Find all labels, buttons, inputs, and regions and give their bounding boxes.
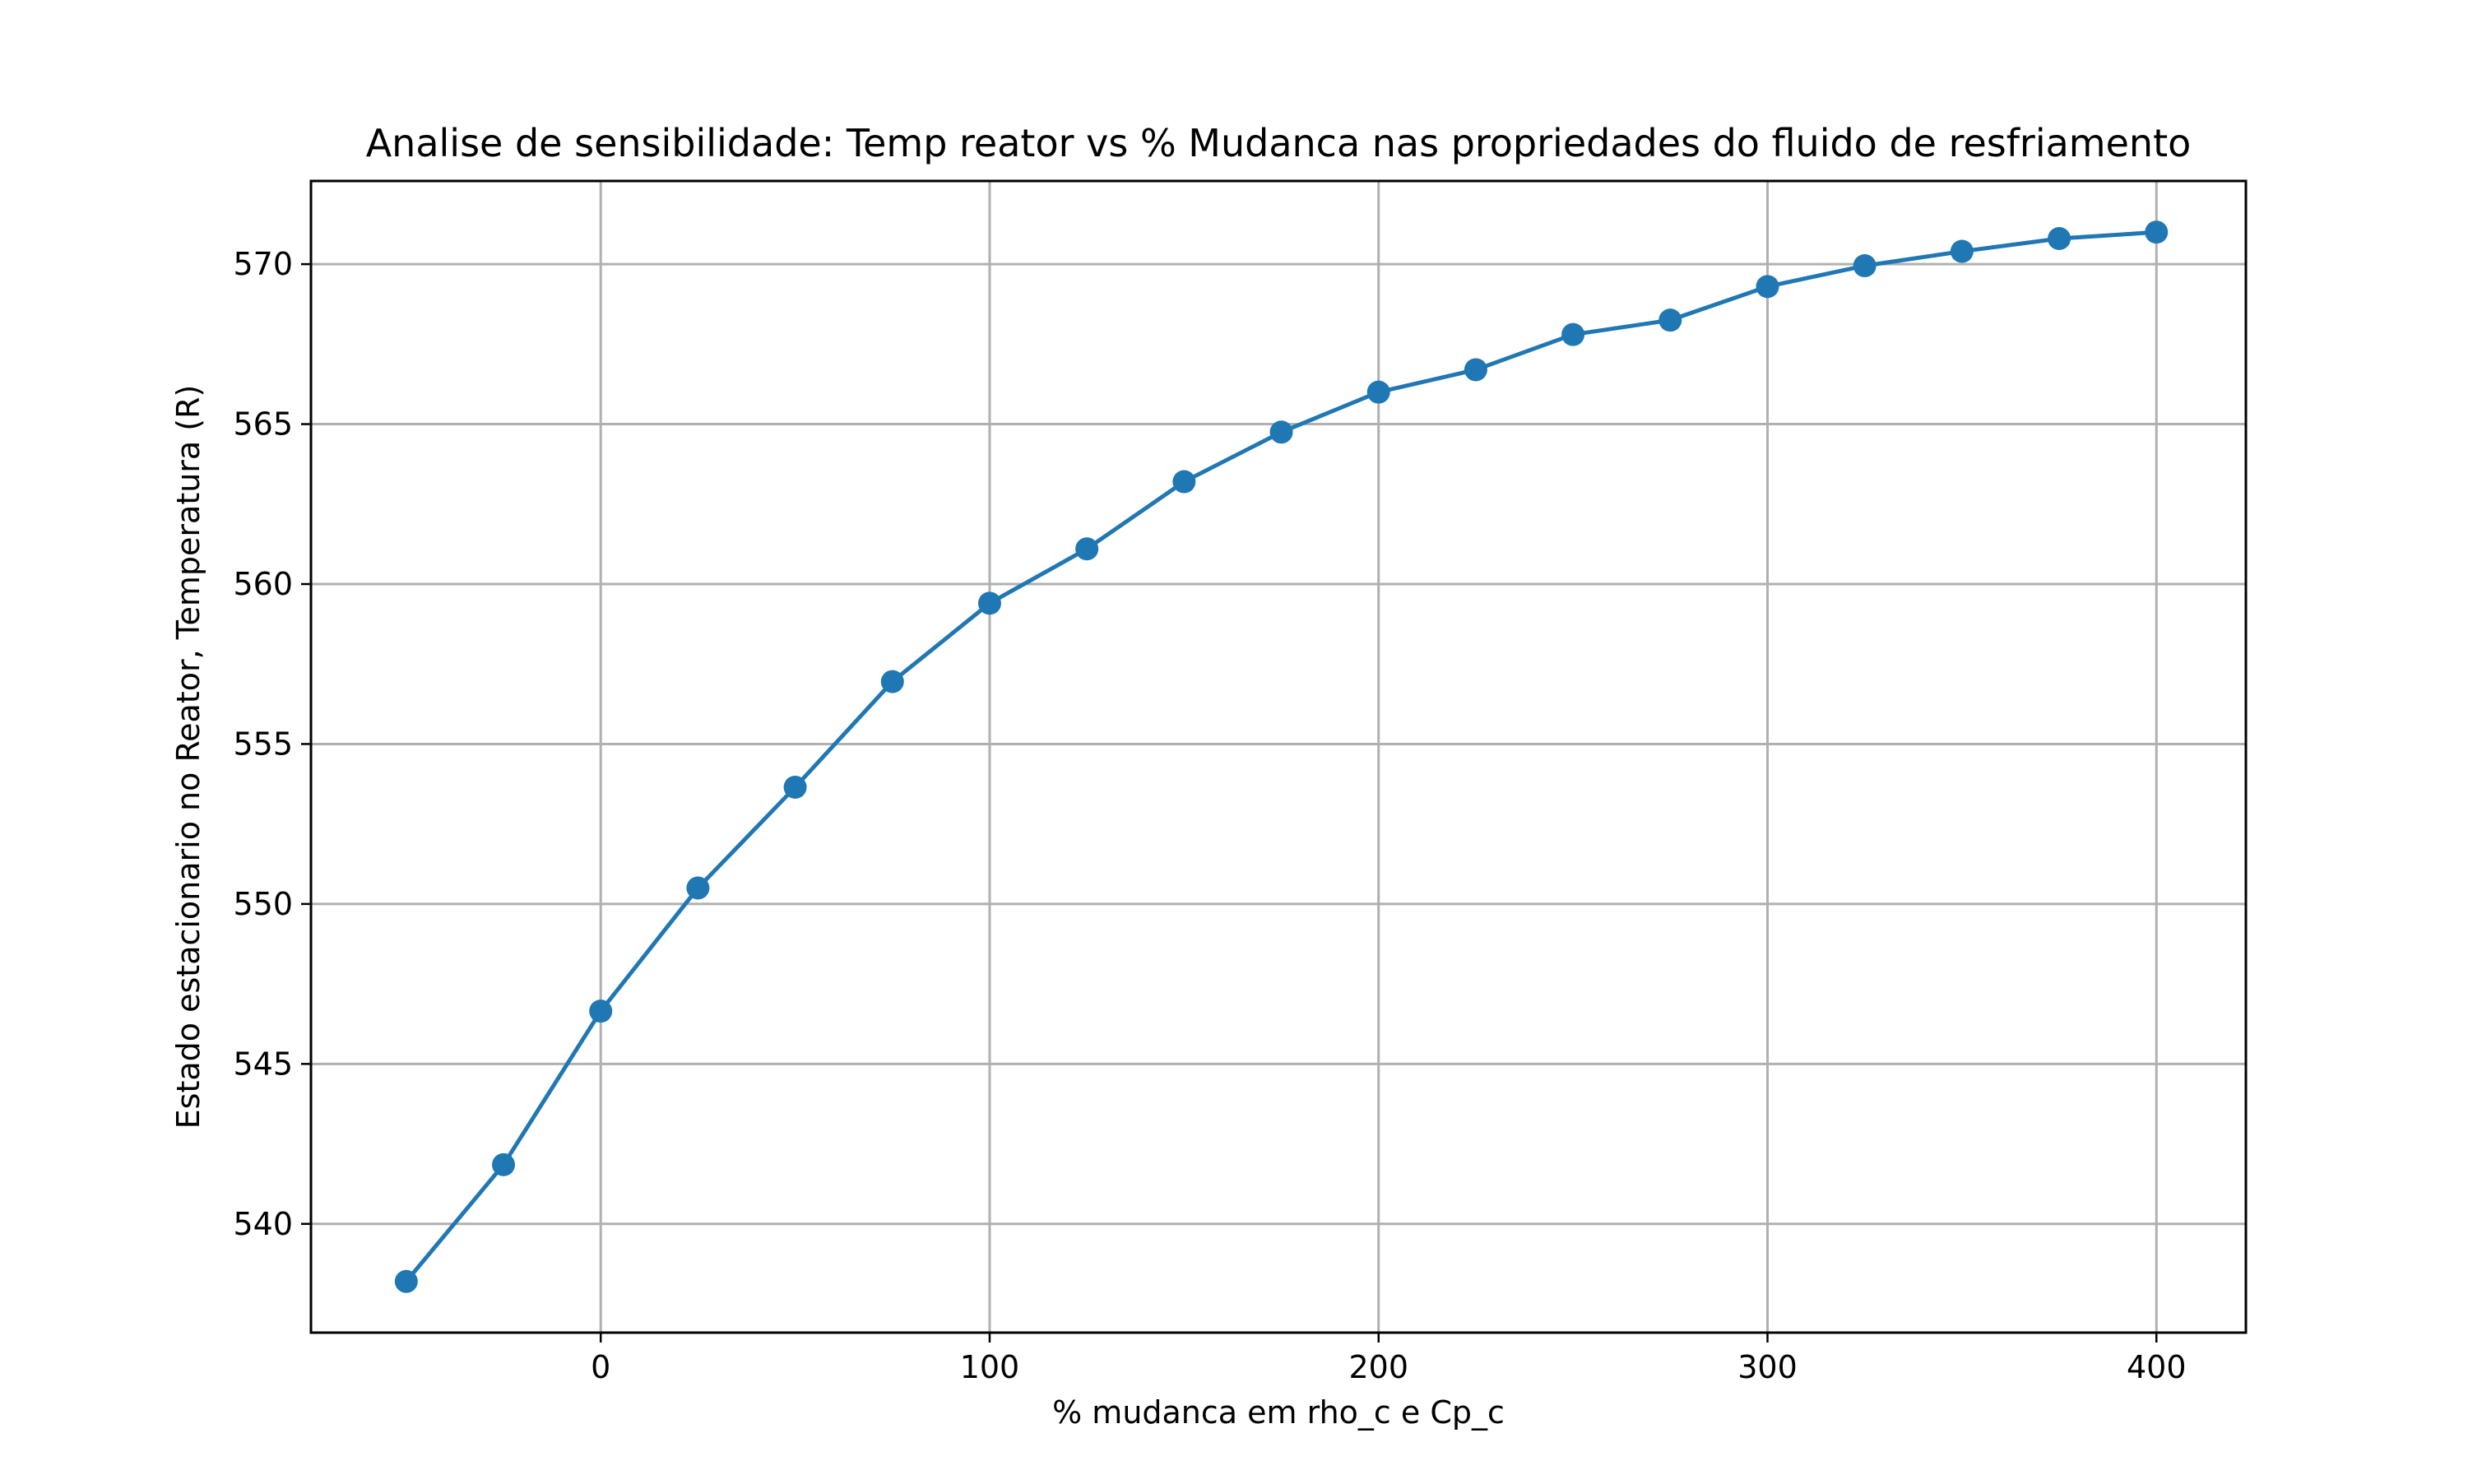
y-axis-label: Estado estacionario no Reator, Temperatu…	[170, 385, 206, 1129]
chart-title: Analise de sensibilidade: Temp reator vs…	[366, 121, 2192, 165]
data-point	[1366, 380, 1390, 404]
y-tick-label: 570	[233, 246, 293, 282]
x-tick-label: 400	[2127, 1349, 2187, 1385]
data-point	[589, 999, 613, 1023]
y-tick-label: 545	[233, 1046, 293, 1082]
y-tick-label: 540	[233, 1206, 293, 1242]
y-tick-label: 565	[233, 406, 293, 443]
x-axis-label: % mudanca em rho_c e Cp_c	[1052, 1394, 1505, 1431]
data-point	[1172, 470, 1196, 494]
data-point	[1075, 537, 1099, 561]
axes-frame	[309, 179, 2248, 1334]
data-point	[492, 1152, 516, 1176]
series-line	[404, 230, 2159, 1284]
data-point	[880, 670, 904, 693]
x-tick-label: 200	[1348, 1349, 1408, 1385]
x-tick-label: 0	[591, 1349, 610, 1385]
ticks-layer: 0 100 200 300 400 540 545 550 555 560 565 570	[233, 246, 2186, 1385]
x-tick-label: 300	[1737, 1349, 1798, 1385]
data-point	[783, 775, 807, 799]
data-point	[1658, 308, 1682, 332]
y-tick-label: 560	[233, 566, 293, 602]
series-layer	[394, 220, 2169, 1293]
data-point	[686, 876, 710, 900]
data-point	[1464, 358, 1487, 382]
data-point	[1561, 322, 1585, 346]
data-point	[2048, 227, 2071, 250]
data-point	[1950, 239, 1974, 263]
y-tick-label: 555	[233, 726, 293, 762]
data-point	[977, 591, 1001, 615]
data-point	[2145, 220, 2169, 244]
y-tick-label: 550	[233, 886, 293, 922]
data-point	[1853, 254, 1877, 278]
grid-layer	[311, 181, 2246, 1333]
data-point	[1756, 275, 1779, 299]
data-point	[394, 1269, 418, 1293]
x-tick-label: 100	[960, 1349, 1020, 1385]
data-point	[1269, 420, 1293, 444]
